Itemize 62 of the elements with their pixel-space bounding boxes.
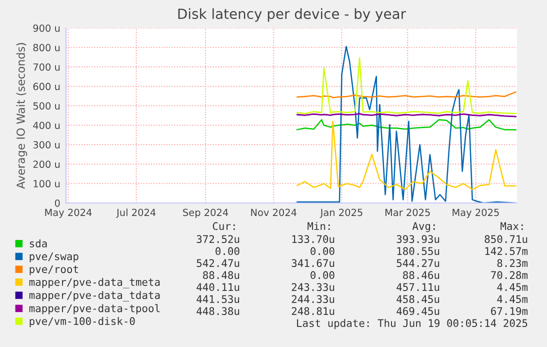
text: Last update: Thu Jun 19 00:05:14 2025 (297, 318, 528, 330)
text: 469.45u (396, 307, 440, 316)
text: 180.55u (397, 247, 440, 256)
text: 248.81u (292, 307, 334, 316)
text: 70.28m (491, 271, 528, 280)
legend-label: mapper/pve-data_tdata (29, 291, 160, 302)
x-tick-label: Jan 2025 (320, 208, 362, 218)
text: 8.23m (497, 259, 528, 268)
y-tick-label: 300 u (33, 141, 60, 148)
x-tick-label: May 2025 (452, 208, 499, 218)
text: Min: (308, 222, 330, 230)
text: 88.48u (203, 271, 240, 280)
legend-label: pve/swap (30, 252, 78, 262)
text: 457.11u (396, 283, 440, 292)
x-tick-label: Jul 2024 (116, 208, 156, 218)
y-axis-title: Average IO Wait (seconds) (16, 43, 28, 189)
text: 88.46u (403, 271, 440, 280)
y-tick-label: 0 (54, 199, 60, 207)
y-tick-label: 900 u (33, 24, 60, 32)
legend-label: pve/vm-100-disk-0 (30, 316, 135, 328)
text: 458.45u (396, 295, 440, 304)
text: 393.93u (396, 235, 440, 244)
text: 67.19m (491, 307, 528, 316)
text: 0.00 (310, 247, 334, 256)
x-tick-label: Nov 2024 (251, 208, 296, 216)
text: Cur: (212, 222, 235, 230)
chart-title: Disk latency per device - by year (178, 8, 406, 22)
legend-label: sda (30, 239, 47, 248)
text: 4.45m (497, 295, 528, 304)
y-tick-label: 200 u (33, 160, 60, 168)
text: 0.00 (216, 247, 240, 256)
y-tick-label: 500 u (33, 102, 60, 110)
legend-label: mapper/pve-data-tpool (29, 304, 160, 314)
x-tick-label: May 2024 (45, 208, 92, 218)
legend-label: mapper/pve-data_tmeta (29, 278, 160, 288)
line-series (296, 120, 517, 190)
text: 133.70u (292, 235, 334, 244)
text: 244.33u (292, 295, 334, 304)
y-tick-label: 600 u (33, 82, 60, 90)
x-tick-label: Mar 2025 (385, 208, 430, 216)
text: 142.57m (485, 247, 528, 256)
text: 850.71u (484, 235, 528, 244)
text: 441.53u (196, 295, 240, 304)
text: Avg: (412, 222, 435, 232)
text: 440.11u (196, 283, 240, 292)
legend-label: pve/root (30, 265, 78, 276)
text: 544.27u (396, 259, 440, 268)
text: 243.33u (292, 283, 334, 292)
text: 448.38u (196, 307, 240, 316)
y-tick-label: 800 u (33, 44, 60, 52)
y-tick-label: 400 u (33, 122, 60, 130)
text: 542.47u (196, 259, 240, 268)
x-tick-label: Sep 2024 (183, 208, 228, 218)
text: Max: (500, 222, 523, 230)
y-tick-label: 100 u (34, 180, 60, 188)
line-series (296, 119, 517, 130)
text: 0.00 (310, 271, 334, 280)
text: 4.45m (497, 283, 528, 292)
line-series (296, 57, 517, 114)
y-tick-label: 700 u (33, 63, 60, 71)
text: 372.52u (196, 235, 240, 244)
text: 341.67u (292, 259, 334, 268)
